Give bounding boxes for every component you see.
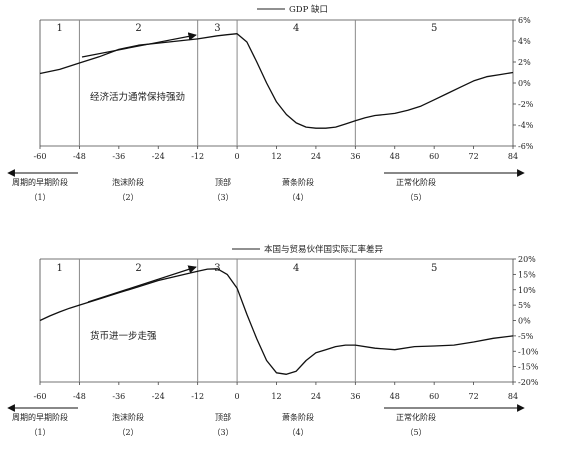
- x-tick-label: 0: [235, 392, 240, 401]
- stage-number-label: （2）: [117, 428, 138, 437]
- stage-number: 4: [293, 23, 299, 34]
- annotation-text: 经济活力通常保持强劲: [90, 91, 185, 103]
- x-tick-label: 84: [508, 392, 518, 401]
- x-tick-label: 12: [271, 152, 281, 161]
- legend-label: 本国与贸易伙伴国实际汇率差异: [264, 244, 384, 255]
- x-tick-label: -48: [73, 392, 86, 401]
- stage-label: 正常化阶段: [396, 177, 436, 187]
- stage-label: 顶部: [215, 177, 231, 187]
- stage-label: 萧条阶段: [282, 412, 314, 422]
- x-tick-label: 60: [429, 392, 439, 401]
- stage-number-label: （2）: [117, 193, 138, 202]
- y-tick-label: 20%: [518, 255, 536, 264]
- stage-number: 1: [57, 263, 63, 274]
- stage-label: 顶部: [215, 412, 231, 422]
- x-tick-label: 24: [311, 152, 321, 161]
- series-line: [39, 268, 514, 375]
- stage-number-label: （3）: [212, 193, 233, 202]
- stage-labels-1: 周期的早期阶段 （1） 泡沫阶段 （2） 顶部 （3） 萧条阶段 （4） 正常化阶段 （5）: [7, 169, 525, 202]
- chart-panel-1: GDP 缺口1 2 3 4 56%4%2%0%-2%-4%-6%-60 -48 -36 -24…: [34, 4, 534, 161]
- stage-number: 1: [57, 23, 63, 34]
- stage-label: 周期的早期阶段: [12, 177, 68, 187]
- stage-number: 2: [135, 23, 141, 34]
- x-tick-label: -60: [34, 392, 47, 401]
- stage-number: 2: [135, 263, 141, 274]
- series-line: [39, 33, 514, 129]
- x-tick-label: -12: [191, 152, 204, 161]
- x-tick-label: 36: [350, 152, 360, 161]
- x-tick-label: 12: [271, 392, 281, 401]
- x-tick-label: -48: [73, 152, 86, 161]
- stage-number: 3: [214, 23, 220, 34]
- x-tick-label: 48: [390, 392, 400, 401]
- annotation-text: 货币进一步走强: [90, 330, 157, 342]
- y-tick-label: 6%: [518, 16, 531, 25]
- stage-label: 正常化阶段: [396, 412, 436, 422]
- y-tick-label: 0%: [518, 317, 531, 326]
- y-tick-label: 4%: [518, 37, 531, 46]
- x-tick-label: 60: [429, 152, 439, 161]
- trend-arrow: [81, 32, 197, 58]
- y-tick-label: 10%: [518, 286, 536, 295]
- x-tick-label: -36: [112, 392, 125, 401]
- x-tick-label: 48: [390, 152, 400, 161]
- y-tick-label: -10%: [518, 347, 539, 356]
- stage-number-label: （3）: [212, 428, 233, 437]
- y-tick-label: -5%: [518, 332, 534, 341]
- stage-number-label: （4）: [287, 428, 308, 437]
- stage-label: 泡沫阶段: [112, 412, 144, 422]
- x-tick-label: -24: [152, 152, 165, 161]
- y-tick-label: -20%: [518, 378, 539, 387]
- y-tick-label: 15%: [518, 270, 536, 279]
- legend-label: GDP 缺口: [289, 4, 328, 15]
- stage-number-label: （1）: [29, 428, 50, 437]
- y-tick-label: -15%: [518, 363, 539, 372]
- stage-label: 泡沫阶段: [112, 177, 144, 187]
- y-tick-label: -6%: [518, 142, 534, 151]
- x-tick-label: -36: [112, 152, 125, 161]
- x-tick-label: 84: [508, 152, 518, 161]
- y-tick-label: -4%: [518, 121, 534, 130]
- x-tick-label: 24: [311, 392, 321, 401]
- y-tick-label: 5%: [518, 301, 531, 310]
- trend-arrow: [87, 265, 197, 303]
- y-tick-label: 0%: [518, 79, 531, 88]
- x-tick-label: 72: [468, 392, 478, 401]
- y-tick-label: -2%: [518, 100, 534, 109]
- x-tick-label: -12: [191, 392, 204, 401]
- stage-labels-2: 周期的早期阶段 （1） 泡沫阶段 （2） 顶部 （3） 萧条阶段 （4） 正常化阶段 （5）: [7, 404, 525, 437]
- stage-label: 周期的早期阶段: [12, 412, 68, 422]
- x-tick-label: -24: [152, 392, 165, 401]
- stage-label: 萧条阶段: [282, 177, 314, 187]
- stage-number: 5: [431, 23, 437, 34]
- y-tick-label: 2%: [518, 58, 531, 67]
- x-tick-label: -60: [34, 152, 47, 161]
- x-tick-label: 36: [350, 392, 360, 401]
- stage-number-label: （5）: [405, 193, 426, 202]
- stage-number: 5: [431, 263, 437, 274]
- x-tick-label: 0: [235, 152, 240, 161]
- stage-number-label: （5）: [405, 428, 426, 437]
- stage-number: 4: [293, 263, 299, 274]
- x-tick-label: 72: [468, 152, 478, 161]
- stage-number-label: （1）: [29, 193, 50, 202]
- stage-number-label: （4）: [287, 193, 308, 202]
